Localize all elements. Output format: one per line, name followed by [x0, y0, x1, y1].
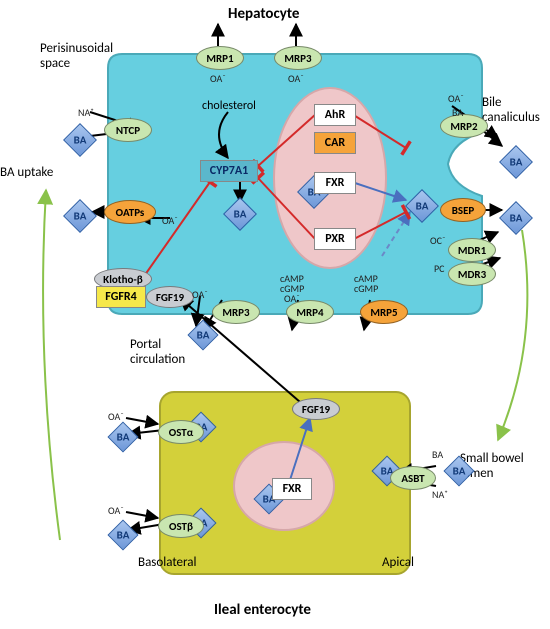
label-hepatocyte: Hepatocyte [228, 6, 299, 23]
anno-5: BA [452, 106, 463, 119]
label-bile: Bilecanaliculus [482, 96, 540, 126]
protein-bsep: BSEP [440, 198, 486, 222]
arrow [126, 418, 158, 424]
anno-13: cGMP [354, 282, 378, 295]
receptor-fxr_e: FXR [272, 478, 312, 500]
anno-3: OA⁻ [288, 72, 304, 85]
label-apical: Apical [382, 556, 414, 571]
protein-asbt: ASBT [390, 466, 436, 490]
anno-7: PC [434, 262, 445, 275]
anno-4: OA⁻ [448, 92, 464, 105]
anno-1: OA⁻ [162, 214, 178, 227]
receptor-fgfr4: FGFR4 [96, 286, 146, 308]
label-basolateral: Basolateral [138, 556, 197, 571]
protein-mrp3t: MRP3 [274, 46, 322, 70]
protein-mdr1: MDR1 [448, 238, 496, 262]
label-cholesterol: cholesterol [202, 100, 256, 114]
label-portal: Portalcirculation [130, 338, 185, 368]
receptor-car: CAR [314, 132, 356, 154]
label-ileal: Ileal enterocyte [214, 602, 311, 619]
protein-mrp3b: MRP3 [212, 300, 260, 324]
arrow [498, 230, 527, 440]
label-ba_uptake: BA uptake [0, 166, 53, 181]
anno-15: OA⁻ [108, 504, 124, 517]
anno-0: NA⁺ [78, 106, 94, 119]
receptor-ahr: AhR [314, 104, 356, 126]
anno-17: NA⁺ [432, 488, 448, 501]
protein-oatps: OATPs [104, 200, 156, 224]
anno-14: OA⁻ [108, 410, 124, 423]
receptor-pxr: PXR [314, 228, 356, 250]
label-perisinusoidal: Perisinusoidalspace [40, 42, 113, 72]
receptor-fxr_h: FXR [314, 172, 356, 194]
protein-mdr3: MDR3 [448, 262, 496, 286]
protein-ostb: OSTβ [158, 514, 204, 538]
protein-mrp1: MRP1 [196, 46, 244, 70]
protein-osta: OSTα [158, 420, 204, 444]
anno-2: OA⁻ [210, 72, 226, 85]
protein-mrp5: MRP5 [360, 300, 408, 324]
anno-16: BA [432, 448, 443, 461]
arrow [43, 190, 60, 540]
protein-ntcp: NTCP [104, 118, 152, 142]
protein-fgf19e: FGF19 [292, 398, 340, 420]
arrow [126, 512, 158, 518]
protein-mrp2: MRP2 [440, 114, 488, 138]
anno-8: OA⁻ [192, 288, 208, 301]
protein-fgf19h: FGF19 [146, 286, 194, 308]
anno-6: OC⁻ [430, 234, 446, 247]
receptor-cyp7a1: CYP7A1 [200, 160, 258, 182]
anno-11: OA⁻ [284, 292, 300, 305]
